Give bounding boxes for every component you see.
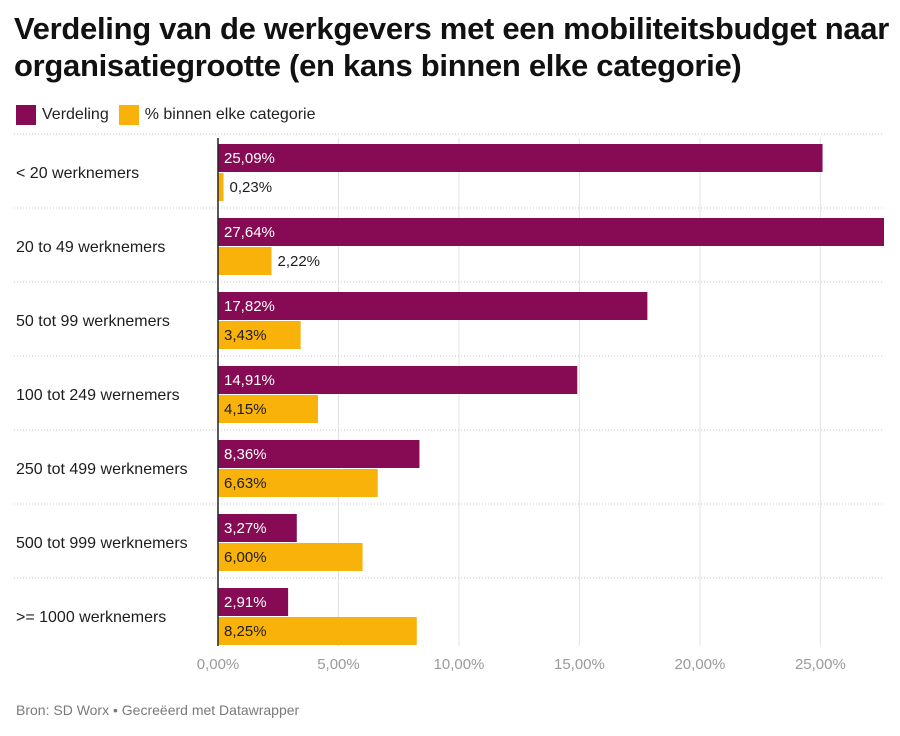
x-tick-label: 20,00% (674, 656, 725, 673)
legend-label-verdeling: Verdeling (42, 106, 109, 123)
x-tick-label: 25,00% (795, 656, 846, 673)
data-label: 2,22% (277, 253, 320, 270)
legend-item-verdeling: Verdeling (16, 105, 109, 125)
category-label: 20 to 49 werknemers (16, 239, 165, 256)
data-label: 27,64% (224, 224, 275, 241)
bar-verdeling (218, 218, 884, 246)
source-note: Bron: SD Worx • Gecreëerd met Datawrappe… (16, 702, 300, 718)
data-label: 3,27% (224, 520, 267, 537)
category-label: >= 1000 werknemers (16, 609, 166, 626)
bar-binnen-categorie (218, 543, 363, 571)
bar-binnen-categorie (218, 173, 224, 201)
x-tick-label: 0,00% (197, 656, 240, 673)
data-label: 4,15% (224, 401, 267, 418)
bar-verdeling (218, 588, 289, 616)
legend-item-binnen-categorie: % binnen elke categorie (118, 105, 316, 125)
x-tick-label: 5,00% (317, 656, 360, 673)
bar-binnen-categorie (218, 247, 272, 275)
data-label: 6,63% (224, 475, 267, 492)
bar-binnen-categorie (218, 321, 301, 349)
data-label: 17,82% (224, 298, 275, 315)
data-label: 25,09% (224, 150, 275, 167)
legend-swatch-binnen-categorie (118, 105, 139, 125)
category-label: 100 tot 249 wernemers (16, 387, 180, 404)
bar-binnen-categorie (218, 395, 318, 423)
bar-verdeling (218, 440, 420, 468)
chart-title: Verdeling van de werkgevers met een mobi… (14, 11, 890, 83)
x-tick-label: 10,00% (434, 656, 485, 673)
legend-swatch-verdeling (16, 105, 36, 125)
data-label: 8,36% (224, 446, 267, 463)
data-label: 8,25% (224, 623, 267, 640)
category-label: < 20 werknemers (16, 165, 139, 182)
data-label: 14,91% (224, 372, 275, 389)
legend-label-binnen-categorie: % binnen elke categorie (144, 106, 316, 123)
bar-binnen-categorie (218, 469, 378, 497)
data-label: 0,23% (230, 179, 273, 196)
legend: Verdeling % binnen elke categorie (16, 104, 326, 126)
bar-binnen-categorie (218, 617, 417, 645)
category-label: 50 tot 99 werknemers (16, 313, 170, 330)
data-label: 2,91% (224, 594, 267, 611)
data-label: 6,00% (224, 549, 267, 566)
bar-verdeling (218, 514, 297, 542)
bar-verdeling (218, 144, 823, 172)
category-label: 250 tot 499 werknemers (16, 461, 188, 478)
category-label: 500 tot 999 werknemers (16, 535, 188, 552)
x-tick-label: 15,00% (554, 656, 605, 673)
bar-verdeling (218, 292, 648, 320)
bar-verdeling (218, 366, 578, 394)
data-label: 3,43% (224, 327, 267, 344)
